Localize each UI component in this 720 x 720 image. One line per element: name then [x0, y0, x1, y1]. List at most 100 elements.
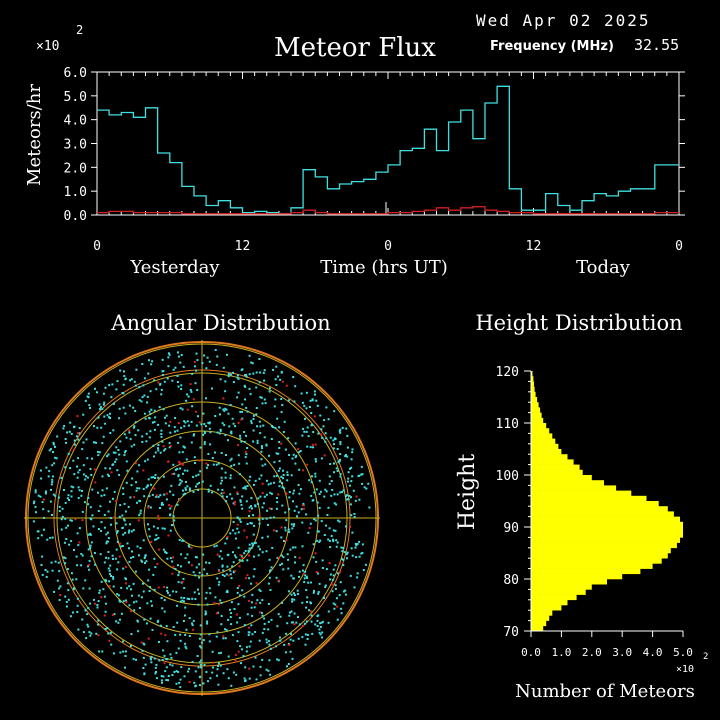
angular-point: [197, 588, 199, 591]
angular-point: [240, 503, 243, 506]
angular-point: [218, 406, 221, 409]
angular-point: [286, 622, 289, 625]
angular-point: [159, 507, 161, 509]
angular-point: [303, 404, 306, 407]
angular-point: [187, 395, 190, 398]
angular-point: [333, 493, 336, 496]
angular-point-red: [192, 398, 195, 401]
angular-point: [133, 380, 136, 383]
angular-point: [291, 657, 294, 660]
angular-point: [144, 663, 147, 666]
angular-point: [294, 556, 297, 559]
angular-point: [334, 584, 337, 587]
angular-point-red: [233, 503, 236, 506]
angular-point: [167, 365, 170, 368]
angular-point: [181, 451, 184, 454]
angular-point: [256, 599, 259, 602]
angular-point: [200, 659, 203, 662]
angular-point: [118, 515, 121, 518]
angular-point: [168, 446, 171, 449]
angular-point: [280, 536, 283, 539]
angular-point: [163, 654, 166, 657]
angular-point: [324, 440, 327, 443]
angular-point: [227, 375, 230, 378]
angular-point: [100, 494, 103, 497]
angular-point: [161, 681, 163, 684]
angular-point: [50, 448, 52, 451]
angular-point-red: [311, 443, 314, 446]
angular-point: [222, 569, 225, 572]
angular-point: [123, 433, 126, 436]
angular-point-red: [320, 433, 322, 436]
angular-point: [316, 572, 319, 575]
angular-point: [309, 399, 312, 402]
angular-point: [164, 416, 166, 419]
angular-point: [51, 481, 54, 484]
angular-point: [166, 590, 169, 592]
angular-point: [320, 621, 323, 624]
angular-point-red: [94, 481, 97, 484]
angular-point: [179, 467, 182, 470]
angular-point: [319, 539, 322, 542]
angular-point: [276, 658, 279, 661]
angular-point: [230, 457, 233, 460]
angular-point: [152, 525, 155, 528]
height-bar: [531, 386, 535, 393]
angular-point: [165, 414, 168, 417]
angular-point: [109, 564, 112, 567]
angular-point: [116, 380, 119, 383]
angular-point: [299, 623, 302, 626]
angular-point: [150, 661, 153, 664]
angular-point: [132, 582, 135, 585]
angular-point: [157, 476, 160, 479]
angular-point: [350, 514, 353, 517]
angular-point: [219, 664, 222, 667]
angular-point: [258, 358, 261, 360]
angular-point: [300, 392, 303, 395]
angular-point: [98, 591, 101, 594]
angular-point: [171, 590, 174, 593]
angular-point: [303, 577, 306, 580]
angular-point-red: [172, 556, 175, 559]
angular-point: [128, 560, 131, 563]
angular-point: [178, 571, 181, 574]
flux-low-series-line: [97, 206, 679, 215]
angular-point-red: [355, 495, 358, 498]
angular-point: [332, 574, 335, 577]
angular-point: [305, 391, 308, 394]
angular-point: [292, 525, 295, 527]
angular-point: [249, 475, 252, 478]
angular-point: [197, 473, 200, 476]
angular-point: [306, 638, 309, 640]
angular-point: [238, 616, 241, 619]
angular-point: [51, 569, 54, 572]
angular-point-red: [297, 448, 300, 451]
angular-point: [329, 463, 332, 465]
angular-point-red: [181, 580, 184, 583]
angular-point: [99, 553, 102, 556]
angular-point: [176, 621, 179, 624]
angular-point: [345, 525, 347, 528]
angular-point: [148, 495, 151, 498]
angular-point: [140, 400, 143, 403]
angular-point: [201, 362, 204, 364]
angular-point: [154, 666, 157, 669]
angular-point: [52, 443, 55, 446]
angular-point: [234, 425, 237, 428]
angular-point: [269, 482, 272, 485]
angular-point: [293, 594, 296, 597]
angular-point: [130, 445, 133, 448]
angular-point: [311, 499, 314, 502]
angular-point-red: [170, 505, 173, 508]
angular-point: [274, 378, 277, 381]
angular-point: [292, 376, 295, 378]
angular-point: [192, 434, 195, 437]
angular-point: [361, 543, 364, 546]
angular-point: [236, 640, 239, 643]
angular-point: [261, 614, 264, 617]
angular-point: [244, 398, 246, 401]
angular-point: [54, 456, 57, 459]
angular-point: [304, 633, 307, 636]
angular-point: [62, 427, 65, 430]
